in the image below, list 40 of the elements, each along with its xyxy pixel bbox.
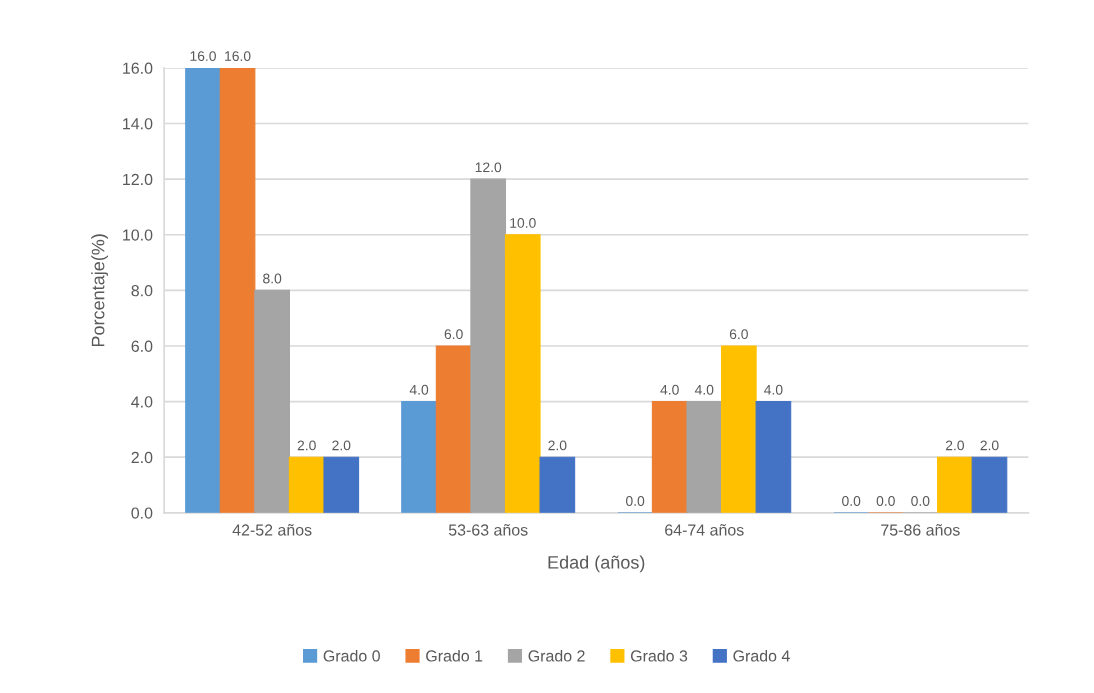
data-label: 4.0 — [409, 384, 429, 395]
data-label: 16.0 — [225, 51, 251, 61]
y-tick-label: 8.0 — [131, 285, 153, 297]
y-tick-label: 0.0 — [131, 507, 153, 519]
x-axis-title: Edad (años) — [548, 555, 645, 573]
data-label: 6.0 — [444, 329, 463, 340]
y-tick-label: 12.0 — [123, 173, 153, 186]
data-label: 0.0 — [842, 496, 861, 506]
data-label: 12.0 — [475, 162, 502, 173]
x-tick-label: 53-63 años — [448, 524, 528, 536]
y-tick-label: 2.0 — [131, 451, 153, 464]
data-label: 0.0 — [911, 496, 930, 506]
legend-label: Grado 3 — [630, 649, 688, 662]
legend-label: Grado 0 — [323, 649, 380, 662]
y-tick-label: 4.0 — [131, 396, 153, 408]
x-tick-label: 42-52 años — [232, 524, 312, 536]
data-label: 16.0 — [190, 51, 216, 61]
data-label: 10.0 — [510, 218, 536, 228]
data-label: 2.0 — [297, 440, 316, 451]
data-label: 2.0 — [548, 440, 567, 451]
data-label: 8.0 — [263, 273, 282, 284]
legend-label: Grado 4 — [733, 649, 790, 662]
y-tick-label: 10.0 — [123, 229, 153, 241]
data-label: 2.0 — [332, 440, 351, 451]
y-tick-label: 6.0 — [131, 340, 153, 352]
data-label: 0.0 — [626, 496, 645, 506]
data-label: 2.0 — [945, 440, 965, 451]
data-label: 4.0 — [660, 384, 679, 395]
data-label: 6.0 — [729, 329, 748, 340]
data-label: 4.0 — [764, 384, 783, 395]
y-axis-title: Porcentaje(%) — [91, 234, 109, 347]
data-label: 2.0 — [980, 440, 999, 451]
data-label: 0.0 — [876, 496, 895, 506]
x-tick-label: 75-86 años — [881, 524, 960, 536]
legend-label: Grado 1 — [426, 649, 483, 662]
legend-label: Grado 2 — [528, 649, 585, 662]
data-label: 4.0 — [694, 384, 714, 395]
y-tick-label: 16.0 — [123, 62, 153, 74]
x-tick-label: 64-74 años — [665, 524, 744, 536]
y-tick-label: 14.0 — [123, 118, 153, 130]
